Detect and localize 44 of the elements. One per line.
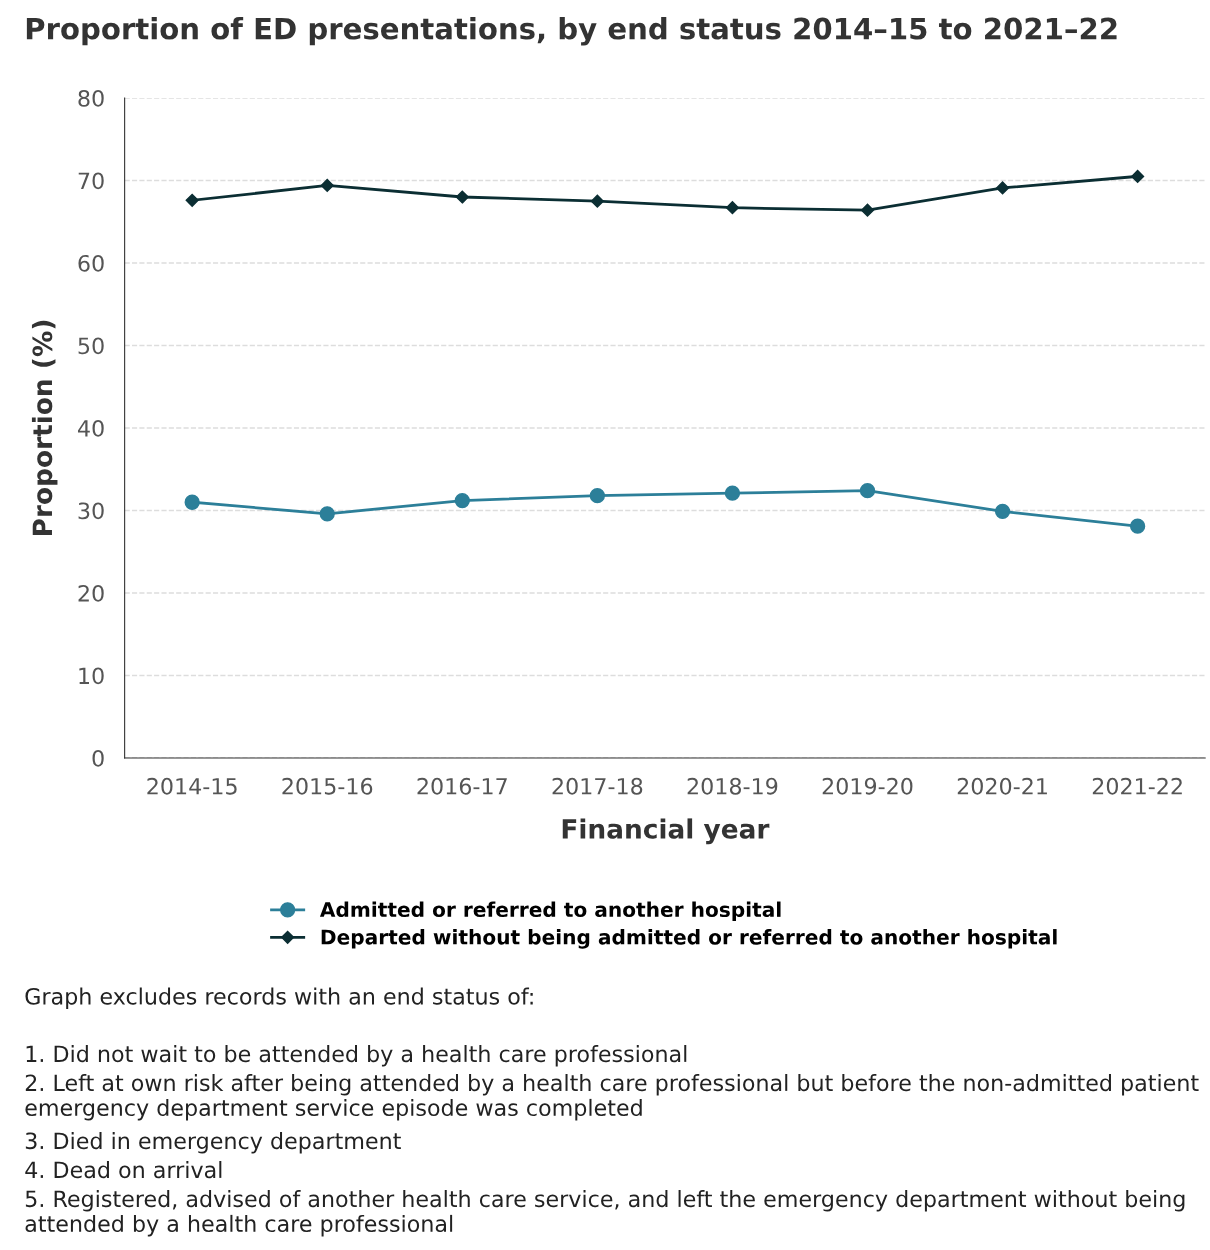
- text: Graph excludes records with an end status of:: [25, 987, 533, 1010]
- y-axis-title: Proportion (%): [31, 320, 58, 535]
- x-tick-label: 2020-21: [957, 777, 1047, 795]
- chart-title: Proportion of ED presentations, by end status 2014–15 to 2021–22: [26, 17, 1117, 46]
- point: [455, 190, 469, 204]
- legend-label: Admitted or referred to another hospital: [319, 901, 781, 922]
- text: 4. Dead on arrival: [25, 1161, 222, 1179]
- point: [184, 494, 200, 510]
- y-tick-label: 10: [79, 667, 104, 685]
- y-tick-label: 80: [78, 89, 104, 107]
- y-tick-label: 60: [78, 254, 104, 272]
- text: 5. Registered, advised of another health care service, and left the emergency department without being attended by a health care professional: [25, 1190, 1185, 1237]
- y-tick-label: 50: [78, 337, 104, 355]
- point: [1129, 518, 1146, 534]
- x-tick-label: 2015-16: [282, 777, 373, 795]
- legend-label: Departed without being admitted or referred to another hospital: [321, 929, 1057, 949]
- x-tick-label: 2017-18: [552, 777, 643, 795]
- point: [995, 181, 1010, 195]
- point: [185, 193, 199, 207]
- y-tick-label: 40: [77, 419, 104, 437]
- x-tick-label: 2019-20: [822, 777, 913, 795]
- text: 3. Died in emergency department: [25, 1132, 401, 1154]
- y-tick-label: 20: [78, 584, 104, 602]
- point: [725, 201, 740, 215]
- point: [994, 503, 1011, 519]
- y-tick-label: 70: [78, 172, 104, 190]
- x-tick-label: 2018-19: [687, 777, 778, 795]
- point: [320, 178, 334, 193]
- point: [590, 194, 604, 208]
- text: 2. Left at own risk after being attended by a health care professional but before the non-admitted patient emergency department service episode was completed: [25, 1074, 1199, 1121]
- point: [589, 488, 606, 504]
- x-axis-title: Financial year: [562, 818, 770, 845]
- text: 1. Did not wait to be attended by a health care professional: [26, 1045, 687, 1067]
- point: [454, 492, 470, 509]
- x-tick-label: 2016-17: [417, 777, 507, 795]
- x-tick-label: 2014-15: [147, 777, 237, 795]
- y-tick-label: 0: [92, 749, 104, 767]
- point: [859, 483, 876, 499]
- point: [860, 203, 875, 217]
- point: [319, 506, 335, 522]
- y-tick-label: 30: [78, 502, 104, 520]
- point: [1131, 169, 1145, 183]
- point: [724, 485, 741, 501]
- x-tick-label: 2021-22: [1092, 777, 1182, 795]
